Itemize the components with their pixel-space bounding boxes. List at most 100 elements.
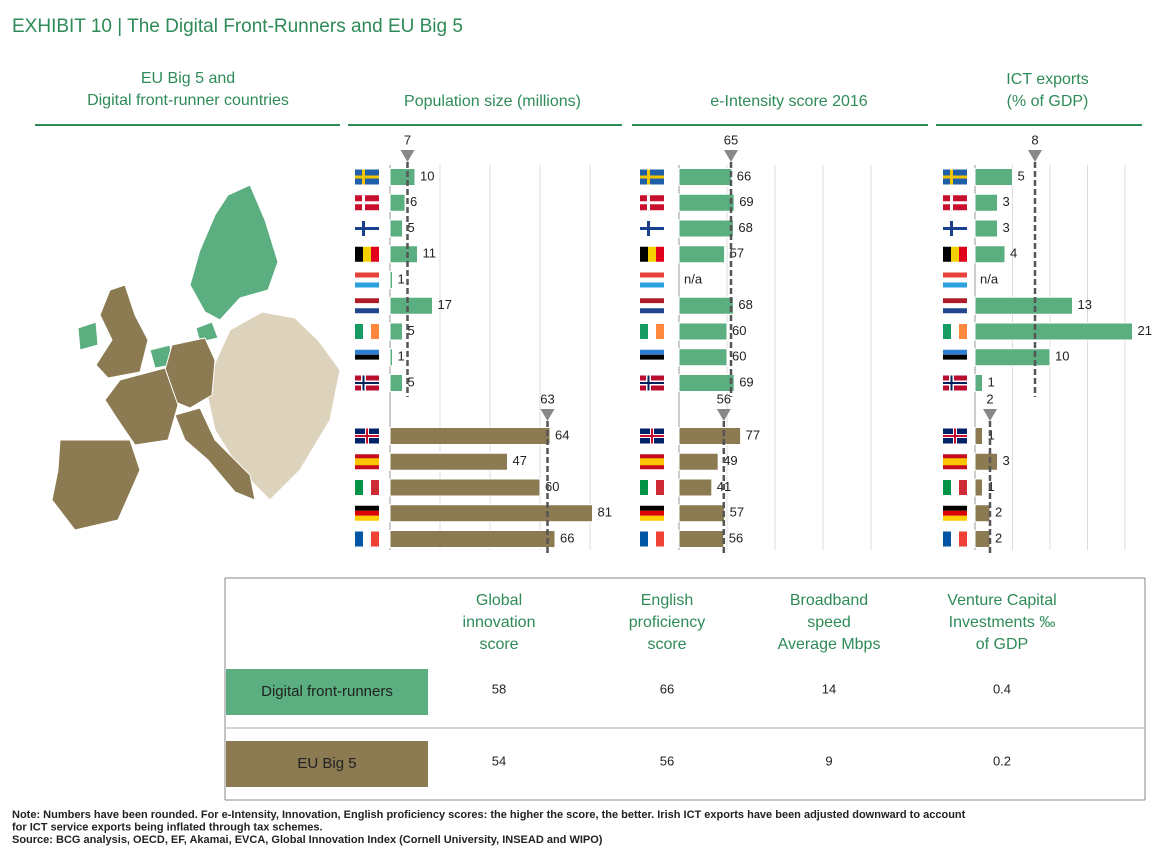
value-label: 3 <box>1003 194 1010 209</box>
bar <box>389 296 433 315</box>
value-label: n/a <box>684 271 703 286</box>
table-header: score <box>479 636 518 653</box>
bar <box>974 168 1013 186</box>
bar <box>678 296 734 315</box>
flag <box>943 359 967 365</box>
value-label: 1 <box>398 349 405 364</box>
value-label: 13 <box>1078 297 1092 312</box>
panel-title: Population size (millions) <box>404 93 581 110</box>
flag <box>943 354 967 360</box>
flag <box>355 349 379 355</box>
flag <box>648 531 656 547</box>
flag <box>640 246 648 262</box>
table-cell: 9 <box>825 753 832 768</box>
row-label-box <box>226 741 428 787</box>
average-label: 2 <box>986 391 993 406</box>
flag <box>355 282 379 288</box>
table-cell: 14 <box>822 681 836 696</box>
table-cell: 0.4 <box>993 681 1011 696</box>
europe-map <box>51 184 341 531</box>
value-label: 5 <box>408 220 415 235</box>
table-cell: 58 <box>492 681 506 696</box>
flag <box>363 324 371 339</box>
bar <box>389 452 508 471</box>
value-label: 47 <box>513 453 527 468</box>
flag <box>943 324 951 339</box>
panel-title: e-Intensity score 2016 <box>710 93 868 110</box>
flag <box>943 505 967 511</box>
flag <box>951 531 959 547</box>
bar <box>678 245 726 264</box>
table-header: Venture Capital <box>947 592 1056 609</box>
flag <box>943 246 951 262</box>
bar <box>389 168 416 186</box>
flag <box>355 515 379 521</box>
flag <box>959 324 967 339</box>
flag <box>355 458 379 466</box>
flag <box>355 303 379 309</box>
value-label: 5 <box>1018 168 1025 183</box>
flag <box>943 175 967 179</box>
flag <box>943 272 967 278</box>
table-cell: 56 <box>660 753 674 768</box>
bar <box>974 504 991 523</box>
bar <box>678 530 725 548</box>
bar <box>389 322 403 341</box>
flag <box>371 531 379 547</box>
bar <box>974 193 998 212</box>
row-label-box <box>226 669 428 715</box>
flag <box>951 246 959 262</box>
bar <box>974 427 983 445</box>
flag <box>355 354 379 360</box>
flag <box>355 175 379 179</box>
average-marker <box>1028 150 1042 162</box>
flag <box>640 435 664 437</box>
table-header: Investments ‰ <box>949 614 1056 631</box>
flag <box>640 531 648 547</box>
value-label: 1 <box>398 271 405 286</box>
bar <box>389 219 403 238</box>
flag <box>355 531 363 547</box>
value-label: 68 <box>738 220 752 235</box>
value-label: 1 <box>988 374 995 389</box>
value-label: n/a <box>980 271 999 286</box>
bar <box>678 193 735 212</box>
value-label: 6 <box>410 194 417 209</box>
flag <box>355 308 379 314</box>
average-marker <box>400 150 415 162</box>
note: for ICT service exports being inflated t… <box>12 822 323 834</box>
table-cell: 54 <box>492 753 506 768</box>
flag <box>959 480 967 495</box>
average-label: 65 <box>724 132 738 147</box>
flag <box>943 201 967 205</box>
average-label: 63 <box>540 391 554 406</box>
bar <box>678 348 728 367</box>
value-label: 69 <box>739 374 753 389</box>
bar <box>974 322 1133 341</box>
flag <box>640 308 664 314</box>
flag <box>355 505 379 511</box>
flag <box>943 308 967 314</box>
flag <box>640 354 664 360</box>
table-header: English <box>641 592 693 609</box>
row-label: EU Big 5 <box>297 755 356 772</box>
value-label: 64 <box>555 427 569 442</box>
bar <box>389 478 541 497</box>
average-marker <box>540 409 555 421</box>
average-marker <box>983 409 997 421</box>
table-header: Average Mbps <box>778 636 881 653</box>
bar <box>974 219 998 238</box>
flag <box>355 382 379 384</box>
value-label: 60 <box>732 349 746 364</box>
flag <box>943 480 951 495</box>
value-label: 3 <box>1003 453 1010 468</box>
value-label: 56 <box>729 530 743 545</box>
flag <box>656 324 664 339</box>
average-marker <box>716 409 731 421</box>
flag <box>656 480 664 495</box>
bar <box>678 374 735 392</box>
bar <box>678 219 734 238</box>
flag <box>648 246 656 262</box>
